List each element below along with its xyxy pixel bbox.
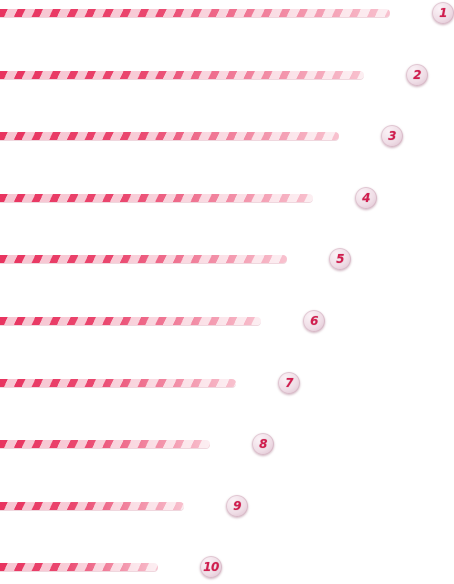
rank-badge: 10 (200, 556, 222, 579)
bar-row: 7 (0, 371, 454, 400)
rank-number: 5 (336, 252, 344, 267)
striped-bar (0, 193, 313, 202)
rank-badge: 7 (278, 371, 300, 394)
rank-number: 10 (203, 560, 219, 575)
rank-number: 3 (388, 129, 396, 144)
rank-number: 2 (413, 67, 421, 82)
bar-row: 9 (0, 494, 454, 523)
striped-bar (0, 317, 261, 325)
rank-badge: 5 (329, 248, 351, 271)
striped-bar (0, 255, 287, 264)
rank-number: 8 (259, 437, 267, 452)
bar-row: 10 (0, 556, 454, 584)
striped-bar (0, 501, 184, 510)
rank-badge: 8 (252, 433, 274, 456)
bar-row: 5 (0, 248, 454, 276)
rank-badge: 4 (355, 186, 377, 209)
bar-row: 1 (0, 2, 454, 30)
rank-badge: 1 (432, 2, 454, 24)
bar-row: 4 (0, 186, 454, 215)
striped-bar (0, 378, 236, 387)
striped-bar (0, 70, 364, 79)
bar-row: 3 (0, 125, 454, 153)
striped-bar (0, 563, 158, 572)
rank-number: 1 (439, 6, 447, 20)
bar-row: 8 (0, 433, 454, 461)
striped-bar (0, 9, 390, 17)
bar-row: 6 (0, 310, 454, 338)
rank-badge: 6 (303, 310, 325, 332)
striped-bar (0, 440, 210, 449)
striped-bar (0, 132, 339, 141)
rank-badge: 2 (406, 63, 428, 86)
rank-badge: 9 (226, 494, 248, 517)
rank-number: 4 (362, 190, 370, 205)
rank-number: 6 (310, 314, 318, 328)
rank-badge: 3 (381, 125, 403, 148)
bar-row: 2 (0, 63, 454, 92)
rank-number: 9 (233, 498, 241, 513)
rank-number: 7 (285, 375, 293, 390)
